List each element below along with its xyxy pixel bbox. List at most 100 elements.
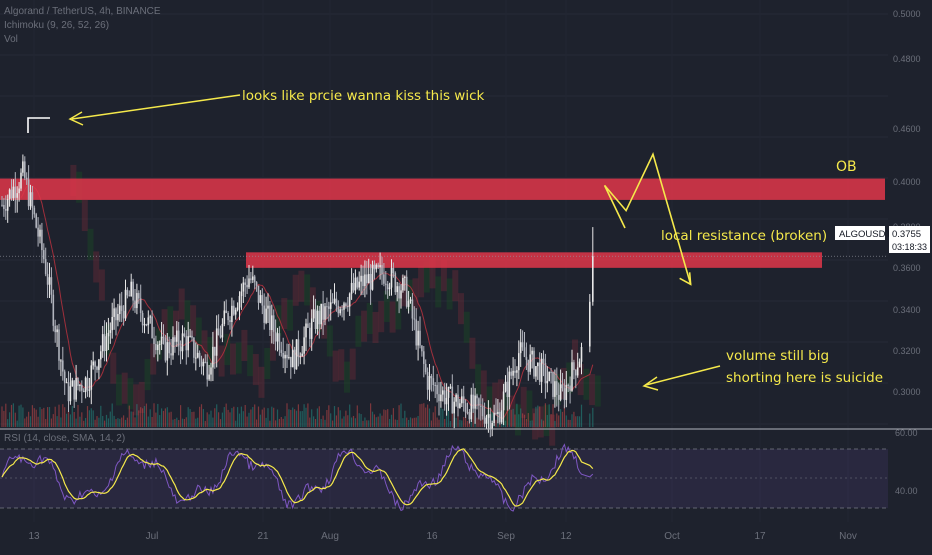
volume-bar: [336, 415, 337, 427]
volume-bar: [566, 415, 567, 427]
volume-bar: [535, 407, 536, 427]
candle-body: [7, 199, 9, 211]
cloud-segment: [447, 278, 453, 309]
volume-bar: [416, 418, 417, 427]
candle-body: [129, 295, 131, 296]
volume-bar: [393, 408, 394, 427]
volume-bar: [533, 413, 534, 427]
x-tick-label: Oct: [664, 531, 680, 542]
volume-bar: [334, 406, 335, 427]
cloud-segment: [526, 391, 532, 422]
volume-bar: [203, 409, 204, 427]
candle-body: [184, 333, 186, 336]
volume-bar: [150, 409, 151, 427]
candle-body: [573, 362, 575, 370]
candle-body: [98, 359, 100, 369]
candle-body: [180, 347, 182, 352]
cloud-segment: [287, 300, 293, 331]
cloud-segment: [469, 338, 475, 369]
volume-bar: [357, 405, 358, 427]
candle-body: [372, 265, 374, 290]
volume-bar: [313, 416, 314, 427]
cloud-segment: [264, 348, 270, 379]
candle-body: [497, 412, 499, 414]
volume-bar: [51, 419, 52, 427]
candle-body: [1, 205, 3, 206]
candle-body: [364, 274, 366, 286]
cloud-segment: [179, 288, 185, 319]
volume-bar: [110, 412, 111, 427]
candle-body: [510, 372, 512, 376]
volume-bar: [199, 407, 200, 427]
volume-bar: [68, 411, 69, 427]
volume-bar: [188, 407, 189, 427]
volume-bar: [216, 404, 217, 427]
cloud-segment: [105, 324, 111, 355]
volume-bar: [435, 406, 436, 427]
volume-bar: [271, 407, 272, 427]
cloud-segment: [230, 343, 236, 374]
volume-bar: [237, 407, 238, 427]
candle-body: [210, 367, 212, 374]
candle-body: [575, 370, 577, 375]
volume-bar: [442, 409, 443, 427]
candle-body: [244, 282, 246, 284]
volume-bar: [592, 408, 593, 427]
candle-body: [552, 372, 554, 397]
volume-bar: [408, 420, 409, 427]
volume-bar: [368, 420, 369, 427]
volume-bar: [315, 419, 316, 427]
cloud-segment: [82, 200, 88, 231]
candle-body: [396, 286, 398, 292]
candle-body: [311, 318, 313, 339]
volume-bar: [100, 406, 101, 427]
candle-body: [170, 353, 172, 355]
volume-bar: [541, 419, 542, 427]
candle-body: [322, 304, 324, 320]
candle-body: [130, 282, 132, 297]
volume-bar: [222, 413, 223, 427]
volume-bar: [288, 409, 289, 427]
candle-body: [28, 179, 30, 206]
candle-body: [387, 284, 389, 289]
volume-bar: [102, 416, 103, 427]
candle-body: [332, 302, 334, 303]
candle-body: [385, 284, 387, 285]
candle-body: [138, 293, 140, 298]
candle-body: [569, 386, 571, 391]
volume-bar: [342, 419, 343, 427]
volume-bar: [224, 407, 225, 427]
volume-bar: [264, 408, 265, 427]
candle-body: [148, 317, 150, 325]
candle-body: [408, 301, 410, 307]
candle-body: [117, 314, 119, 320]
candle-body: [459, 403, 461, 408]
candle-body: [556, 381, 558, 395]
candle-body: [298, 339, 300, 357]
candle-body: [370, 274, 372, 290]
volume-bar: [461, 420, 462, 427]
volume-bar: [302, 411, 303, 427]
candle-body: [461, 396, 463, 403]
candle-body: [277, 333, 279, 341]
candle-body: [121, 306, 123, 311]
volume-annotation-line2: shorting here is suicide: [726, 370, 883, 386]
volume-bar: [233, 407, 234, 427]
candle-body: [81, 385, 83, 391]
volume-bar: [562, 412, 563, 427]
candle-body: [239, 296, 241, 307]
cloud-segment: [298, 271, 304, 302]
volume-bar: [235, 421, 236, 427]
cloud-segment: [475, 364, 481, 395]
candle-body: [39, 230, 41, 237]
candle-body: [531, 351, 533, 355]
volume-bar: [395, 420, 396, 427]
candle-body: [482, 406, 484, 416]
candle-body: [543, 359, 545, 363]
cloud-segment: [481, 370, 487, 401]
volume-bar: [459, 420, 460, 427]
candle-body: [393, 268, 395, 273]
candle-body: [237, 307, 239, 309]
